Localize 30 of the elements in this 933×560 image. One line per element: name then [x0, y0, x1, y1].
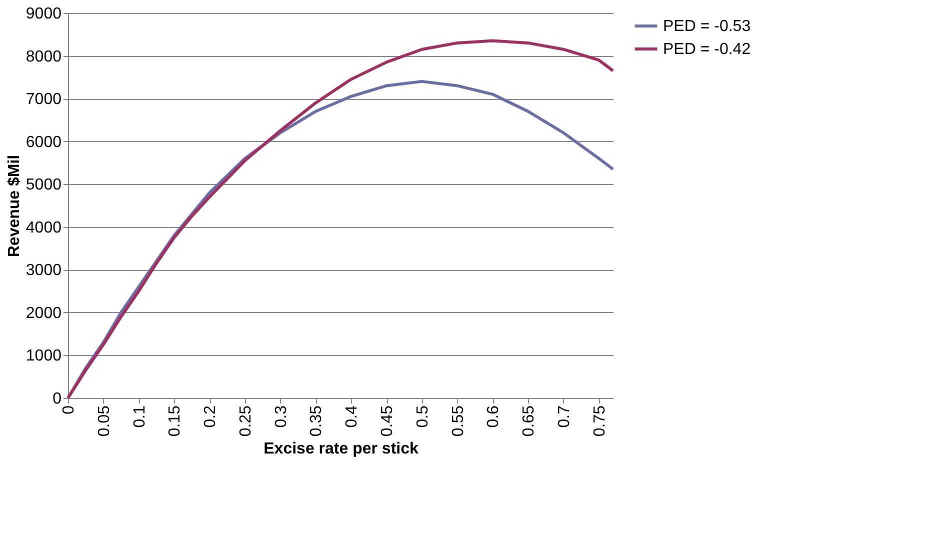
- y-tick-label: 3000: [26, 262, 62, 280]
- x-tick-label: 0.7: [556, 405, 573, 428]
- y-tick-label: 4000: [26, 219, 62, 236]
- x-tick-label: 0.35: [308, 405, 326, 437]
- x-tick-label: 0.05: [96, 405, 113, 437]
- x-tick-label: 0.25: [237, 405, 254, 437]
- x-tick-label: 0.5: [414, 405, 432, 428]
- legend-label: PED = -0.42: [663, 41, 751, 58]
- x-tick-label: 0.65: [520, 405, 538, 437]
- x-tick-label: 0.55: [450, 405, 467, 437]
- x-tick-label: 0.75: [591, 405, 608, 437]
- x-tick-label: 0.6: [485, 405, 502, 428]
- y-tick-label: 2000: [26, 304, 62, 322]
- y-tick-label: 8000: [26, 48, 62, 66]
- x-axis-title: Excise rate per stick: [264, 440, 418, 458]
- x-tick-label: 0.4: [344, 405, 361, 428]
- y-tick-label: 7000: [26, 91, 62, 108]
- x-tick-label: 0: [60, 405, 78, 414]
- x-tick-label: 0.3: [272, 405, 290, 428]
- y-tick-label: 9000: [26, 6, 62, 22]
- y-tick-label: 6000: [26, 134, 62, 151]
- x-tick-label: 0.2: [202, 405, 220, 428]
- y-axis-title: Revenue $Mil: [6, 154, 23, 258]
- y-tick-label: 5000: [26, 176, 62, 194]
- legend-label: PED = -0.53: [663, 18, 751, 35]
- y-tick-label: 1000: [26, 348, 62, 365]
- x-tick-label: 0.45: [379, 405, 396, 437]
- x-tick-label: 0.15: [166, 405, 184, 437]
- y-tick-label: 0: [52, 390, 62, 408]
- x-tick-label: 0.1: [131, 405, 148, 428]
